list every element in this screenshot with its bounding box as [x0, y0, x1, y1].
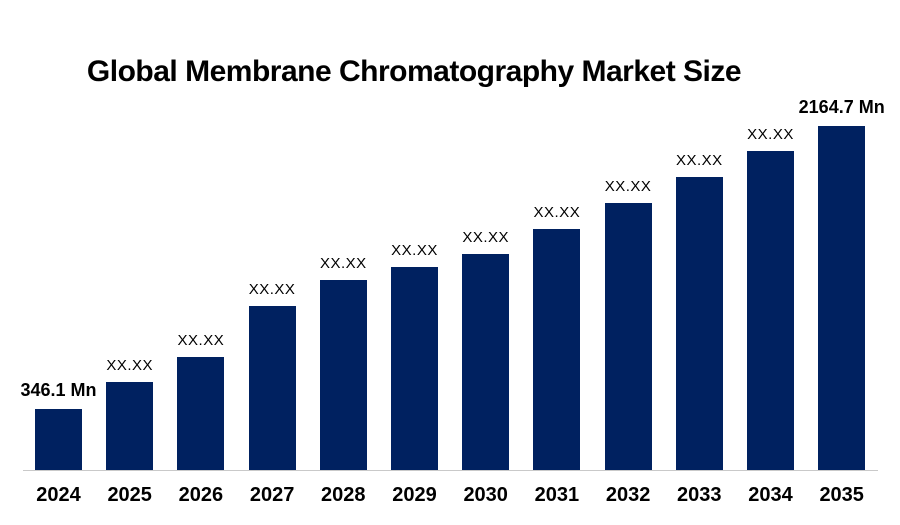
bar-2025: [106, 382, 154, 470]
bar-2024: [35, 409, 82, 470]
x-tick-2024: 2024: [36, 484, 81, 506]
x-axis-line: [23, 470, 878, 471]
x-tick-2031: 2031: [534, 484, 580, 506]
x-tick-2030: 2030: [463, 484, 508, 506]
value-label-2024: 346.1 Mn: [20, 380, 97, 401]
bar-2035: [818, 126, 866, 470]
x-tick-2026: 2026: [178, 484, 224, 506]
bar-2028: [319, 280, 367, 470]
value-label-2025: XX.XX: [106, 356, 154, 374]
value-label-2026: XX.XX: [177, 331, 225, 349]
bar-2033: [675, 177, 723, 470]
x-tick-2029: 2029: [392, 484, 437, 506]
x-tick-2027: 2027: [249, 484, 295, 506]
x-tick-2034: 2034: [748, 484, 793, 506]
value-label-2030: XX.XX: [462, 228, 510, 246]
value-label-2027: XX.XX: [248, 280, 296, 298]
bar-2029: [391, 267, 438, 470]
bar-2034: [747, 151, 794, 470]
x-tick-2035: 2035: [819, 484, 864, 506]
bar-2030: [462, 254, 510, 470]
bar-2026: [177, 357, 225, 470]
x-tick-2025: 2025: [107, 484, 152, 506]
value-label-2032: XX.XX: [604, 177, 652, 195]
value-label-2031: XX.XX: [533, 203, 581, 221]
value-label-2029: XX.XX: [391, 241, 438, 259]
value-label-2033: XX.XX: [675, 151, 723, 169]
bar-2031: [533, 229, 581, 470]
bar-2027: [248, 306, 296, 470]
value-label-2034: XX.XX: [747, 125, 794, 143]
bar-2032: [604, 203, 652, 470]
value-label-2028: XX.XX: [319, 254, 367, 272]
chart-title: Global Membrane Chromatography Market Si…: [86, 55, 742, 88]
x-tick-2028: 2028: [321, 484, 366, 506]
x-tick-2032: 2032: [605, 484, 651, 506]
x-tick-2033: 2033: [677, 484, 722, 506]
value-label-2035: 2164.7 Mn: [798, 97, 885, 118]
